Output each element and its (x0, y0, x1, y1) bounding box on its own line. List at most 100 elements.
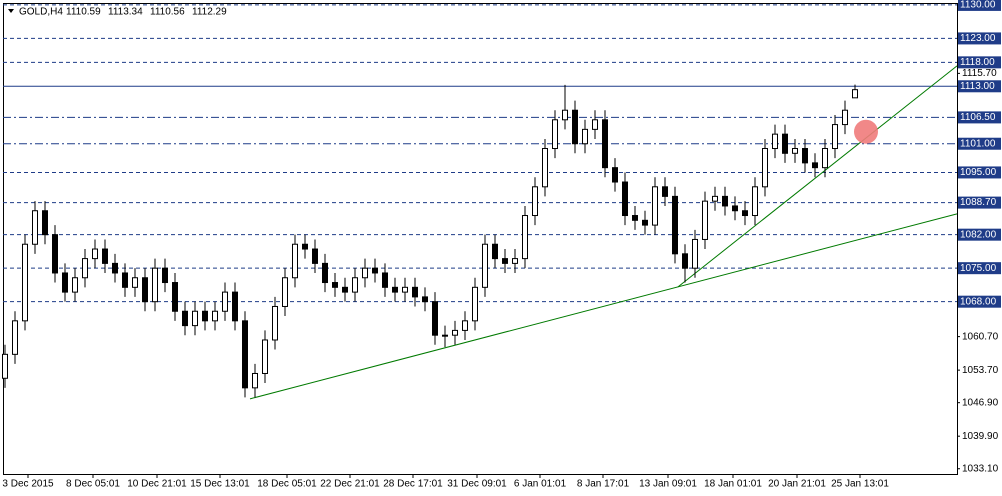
x-tick-label: 20 Jan 21:01 (768, 479, 826, 490)
candle-body (142, 277, 148, 303)
x-tick-label: 15 Dec 13:01 (190, 479, 250, 490)
candle-body (692, 238, 698, 269)
candle-body (422, 296, 428, 303)
candle-body (132, 277, 138, 288)
candle-body (82, 258, 88, 279)
ohlc-value: 1110.59 (66, 7, 101, 18)
candle-body (302, 243, 308, 250)
candle-body (452, 329, 458, 336)
level-label: 1106.50 (960, 112, 996, 123)
candle-body (772, 133, 778, 150)
candle-body (262, 339, 268, 374)
candle-body (642, 219, 648, 226)
candle-body (532, 186, 538, 217)
trendline (677, 65, 958, 288)
candle-body (42, 210, 48, 236)
level-label-box (958, 228, 1001, 241)
candle-body (632, 215, 638, 221)
candle-body (272, 305, 278, 341)
x-tick-label: 22 Dec 21:01 (320, 479, 380, 490)
level-label-box (958, 80, 1001, 93)
candle-body (582, 128, 588, 145)
candle-body (592, 119, 598, 130)
y-tick-label: 1060.70 (962, 331, 999, 342)
candle-body (122, 272, 128, 288)
level-label-box (958, 137, 1001, 150)
x-tick-label: 18 Jan 01:01 (704, 479, 762, 490)
level-label: 1130.00 (960, 0, 996, 11)
candle-body (372, 267, 378, 274)
candle-body (562, 109, 568, 121)
candle-body (462, 320, 468, 331)
ohlc-value: 1113.34 (108, 7, 143, 18)
ohlc-value: 1110.56 (150, 7, 185, 18)
candle-body (332, 282, 338, 288)
x-tick-label: 25 Jan 13:01 (831, 479, 889, 490)
x-tick-label: 13 Jan 09:01 (639, 479, 697, 490)
level-label: 1123.00 (960, 33, 996, 44)
level-label-box (958, 196, 1001, 209)
candle-body (572, 109, 578, 145)
x-tick-label: 6 Jan 01:01 (514, 479, 567, 490)
plot-frame (3, 3, 958, 475)
level-label: 1113.00 (960, 81, 995, 92)
y-tick-label: 1053.70 (962, 365, 999, 376)
candle-body (782, 133, 788, 154)
candle-body (352, 277, 358, 293)
candle-body (152, 267, 158, 303)
candle-body (762, 148, 768, 188)
level-label-box (958, 0, 1001, 11)
level-label-box (958, 32, 1001, 45)
candle-body (52, 234, 58, 274)
level-label-box (958, 111, 1001, 124)
candle-body (12, 320, 18, 355)
candle-body (492, 243, 498, 260)
candle-body (342, 286, 348, 293)
x-tick-label: 8 Jan 17:01 (577, 479, 630, 490)
y-tick-label: 1115.70 (962, 68, 997, 79)
symbol-title: GOLD,H4 (19, 7, 63, 18)
candle-body (282, 277, 288, 307)
highlight-marker (854, 119, 878, 144)
candle-body (442, 334, 448, 337)
candle-body (602, 119, 608, 169)
y-tick-label: 1039.90 (962, 431, 999, 442)
x-tick-label: 28 Dec 17:01 (383, 479, 443, 490)
candle-body (92, 248, 98, 260)
candle-body (202, 310, 208, 322)
candle-body (22, 243, 28, 322)
level-label-box (958, 166, 1001, 179)
level-label-box (958, 262, 1001, 275)
x-tick-label: 3 Dec 2015 (2, 479, 54, 490)
candle-body (412, 286, 418, 298)
level-label: 1118.00 (960, 57, 995, 68)
candle-body (382, 272, 388, 288)
candle-body (312, 248, 318, 264)
trendline (249, 213, 958, 400)
candle-body (472, 286, 478, 322)
candle-body (672, 195, 678, 255)
level-label-box (958, 295, 1001, 308)
x-tick-label: 10 Dec 21:01 (127, 479, 187, 490)
candle-body (232, 291, 238, 322)
candle-body (832, 124, 838, 150)
candle-body (2, 353, 8, 379)
candle-body (112, 262, 118, 274)
y-tick-label: 1033.10 (962, 463, 999, 474)
candle-body (712, 195, 718, 202)
candle-body (32, 210, 38, 245)
candle-body (622, 181, 628, 217)
candle-body (182, 310, 188, 327)
candle-body (162, 267, 168, 284)
candle-body (512, 258, 518, 264)
level-label: 1088.70 (960, 197, 997, 208)
y-tick-label: 1046.90 (962, 397, 999, 408)
candle-body (482, 243, 488, 288)
candle-body (802, 148, 808, 164)
ohlc-header: 1110.59 1113.34 1110.56 1112.29 (66, 7, 227, 18)
candle-body (432, 301, 438, 336)
candle-body (702, 200, 708, 240)
ohlc-value: 1112.29 (192, 7, 227, 18)
